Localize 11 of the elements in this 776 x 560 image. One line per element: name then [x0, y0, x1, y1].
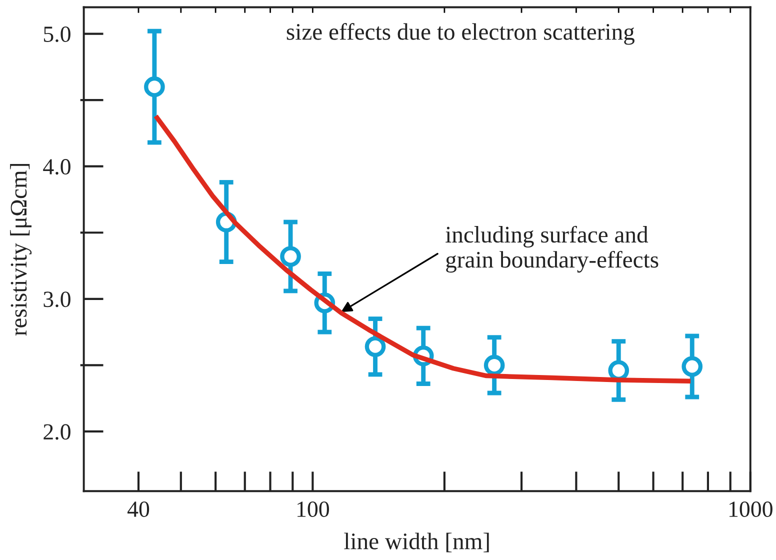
- annotation: size effects due to electron scattering: [286, 23, 634, 45]
- x-tick-label: 100: [298, 502, 329, 517]
- x-tick-label: 40: [127, 502, 150, 517]
- y-tick-label: 4.0: [43, 159, 70, 175]
- y-tick-label: 3.0: [44, 292, 70, 308]
- y-tick-label: 2.0: [44, 424, 70, 440]
- x-axis-title: line width [nm]: [344, 532, 489, 552]
- x-tick-label: 1000: [729, 502, 772, 517]
- annotation: including surface and grain boundary-effects: [446, 226, 658, 273]
- y-axis-title: resistivity [μΩcm]: [10, 164, 32, 336]
- y-tick-label: 5.0: [44, 26, 70, 42]
